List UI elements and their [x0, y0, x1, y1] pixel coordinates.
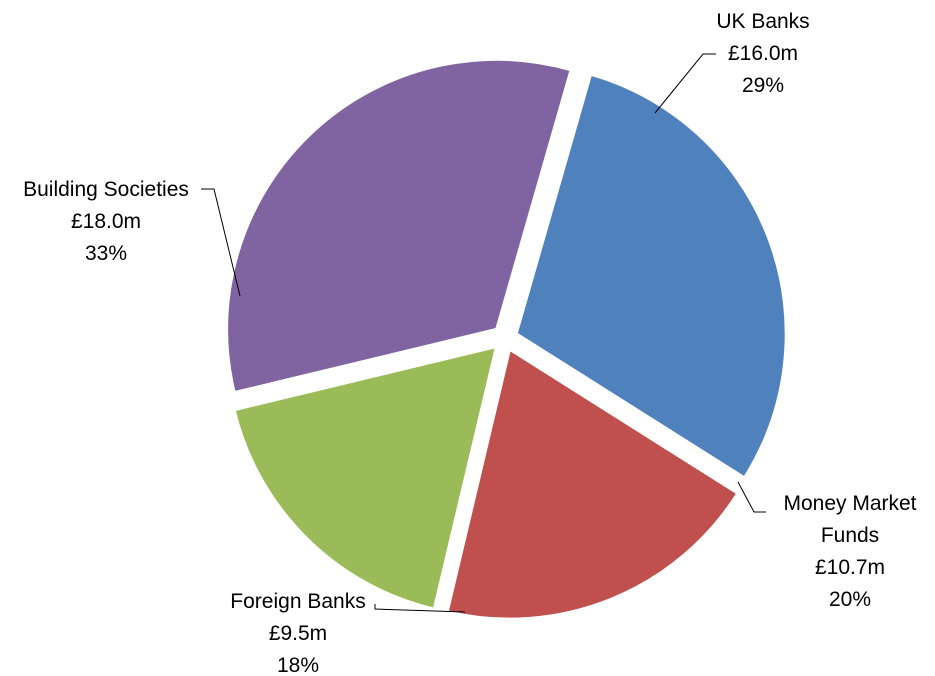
data-label-line: £18.0m [71, 210, 141, 233]
data-label-line: Building Societies [23, 178, 189, 201]
data-label-line: £9.5m [269, 622, 327, 645]
data-label-line: Funds [821, 524, 879, 547]
data-label-building-societies: Building Societies £18.0m 33% [23, 178, 189, 265]
leader-line-money-market-funds [737, 481, 766, 513]
slices-group [225, 57, 788, 621]
data-label-line: 29% [742, 74, 784, 97]
data-label-line: UK Banks [716, 10, 809, 33]
pie-slice-money-market-funds [445, 346, 740, 621]
data-label-line: 33% [85, 242, 127, 265]
pie-slice-foreign-banks [232, 344, 499, 612]
data-label-line: £16.0m [728, 42, 798, 65]
data-label-line: £10.7m [815, 556, 885, 579]
leader-line-foreign-banks [374, 604, 466, 613]
data-label-line: Foreign Banks [230, 590, 365, 613]
pie-slice-uk-banks [514, 72, 788, 480]
leaders-group [201, 53, 766, 613]
leader-line-uk-banks [654, 53, 716, 114]
pie-slice-building-societies [225, 57, 573, 395]
data-label-money-market-funds: Money Market Funds £10.7m 20% [783, 492, 916, 611]
leader-line-building-societies [201, 188, 241, 297]
data-label-uk-banks: UK Banks £16.0m 29% [716, 10, 809, 97]
data-label-line: 18% [277, 654, 319, 676]
data-label-line: 20% [829, 588, 871, 611]
data-label-foreign-banks: Foreign Banks £9.5m 18% [230, 590, 365, 676]
data-label-line: Money Market [783, 492, 916, 515]
labels-group: UK Banks £16.0m 29% Money Market Funds £10.7m… [23, 10, 917, 676]
